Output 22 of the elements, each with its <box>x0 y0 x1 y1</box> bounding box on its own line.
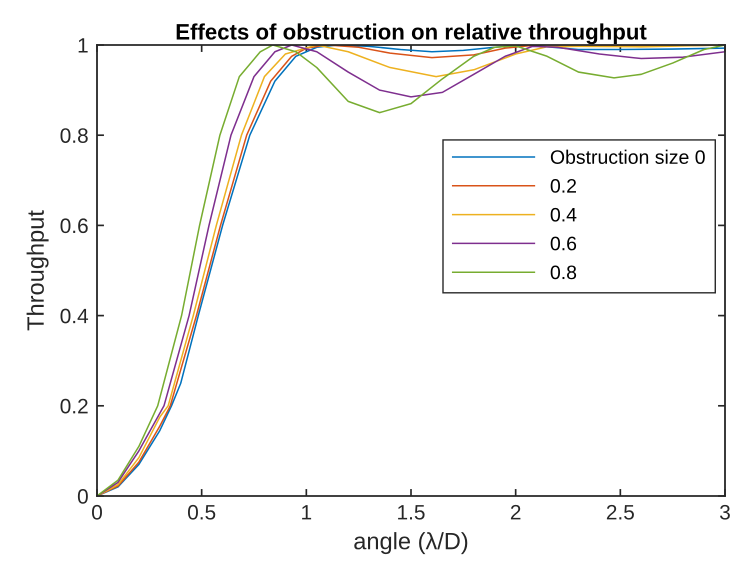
x-tick-label: 0 <box>92 504 102 520</box>
line-series <box>97 45 725 496</box>
x-tick-label: 3 <box>720 504 730 520</box>
x-tick-label: 2.5 <box>606 504 634 520</box>
y-tick-label: 0.8 <box>60 128 88 143</box>
y-tick-label: 0.4 <box>60 308 88 324</box>
y-tick-label: 0.6 <box>60 218 88 234</box>
legend-label: 0.8 <box>550 265 576 280</box>
legend-label: Obstruction size 0 <box>550 150 705 164</box>
x-tick-label: 2 <box>510 504 520 520</box>
x-tick-label: 1 <box>302 505 312 520</box>
legend-label: 0.4 <box>550 208 576 222</box>
chart-title: Effects of obstruction on relative throughput <box>176 23 647 44</box>
legend-label: 0.2 <box>550 179 576 193</box>
y-tick-label: 0.2 <box>60 398 88 414</box>
x-axis-title: angle (λ/D) <box>354 532 468 554</box>
y-tick-label: 0 <box>78 489 88 504</box>
x-tick-label: 0.5 <box>188 504 216 520</box>
x-tick-label: 1.5 <box>398 505 425 520</box>
y-axis-title: Throughput <box>26 210 49 330</box>
y-tick-label: 1 <box>78 38 88 53</box>
legend-label: 0.6 <box>550 236 576 250</box>
